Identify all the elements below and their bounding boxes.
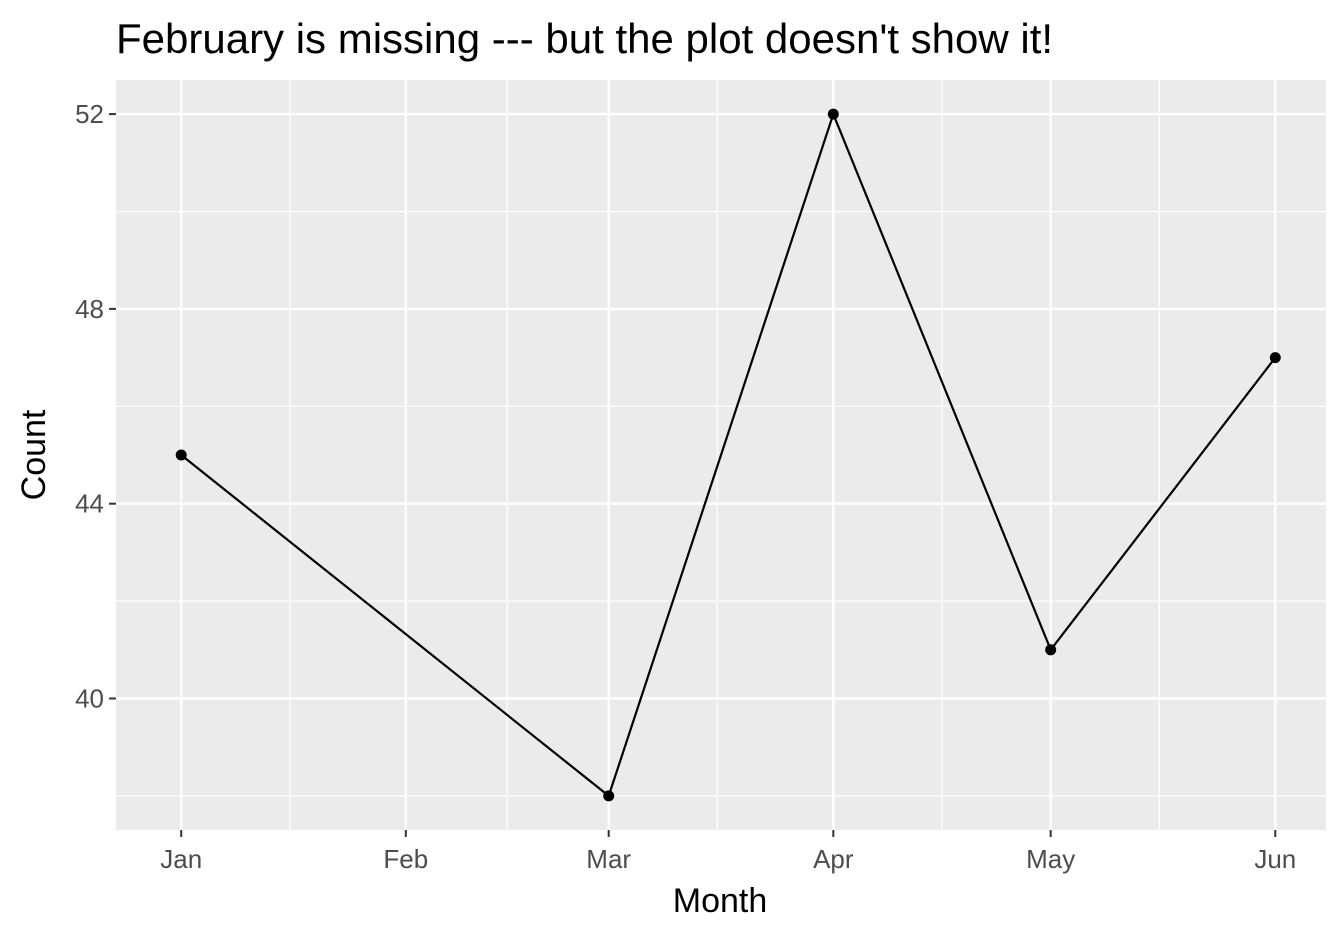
y-tick-label: 48 — [75, 294, 104, 324]
data-point-mar — [603, 790, 615, 802]
y-tick-label: 52 — [75, 99, 104, 129]
data-point-apr — [827, 108, 839, 120]
x-tick-label: May — [1026, 844, 1075, 874]
x-axis-title: Month — [673, 882, 768, 920]
data-point-may — [1045, 644, 1057, 656]
x-tick-label: Jun — [1254, 844, 1296, 874]
x-tick-label: Feb — [383, 844, 428, 874]
x-axis: Jan Feb Mar Apr May Jun — [160, 830, 1296, 874]
series-points — [175, 108, 1281, 802]
x-tick-label: Jan — [160, 844, 202, 874]
grid-minor — [116, 80, 1326, 830]
x-tick-label: Mar — [586, 844, 631, 874]
y-tick-label: 44 — [75, 489, 104, 519]
y-axis: 40 44 48 52 — [75, 99, 116, 714]
data-point-jun — [1269, 352, 1281, 364]
data-point-jan — [175, 449, 187, 461]
x-tick-label: Apr — [813, 844, 854, 874]
y-axis-title: Count — [15, 409, 53, 500]
y-tick-label: 40 — [75, 684, 104, 714]
chart-title: February is missing --- but the plot doe… — [116, 15, 1053, 62]
